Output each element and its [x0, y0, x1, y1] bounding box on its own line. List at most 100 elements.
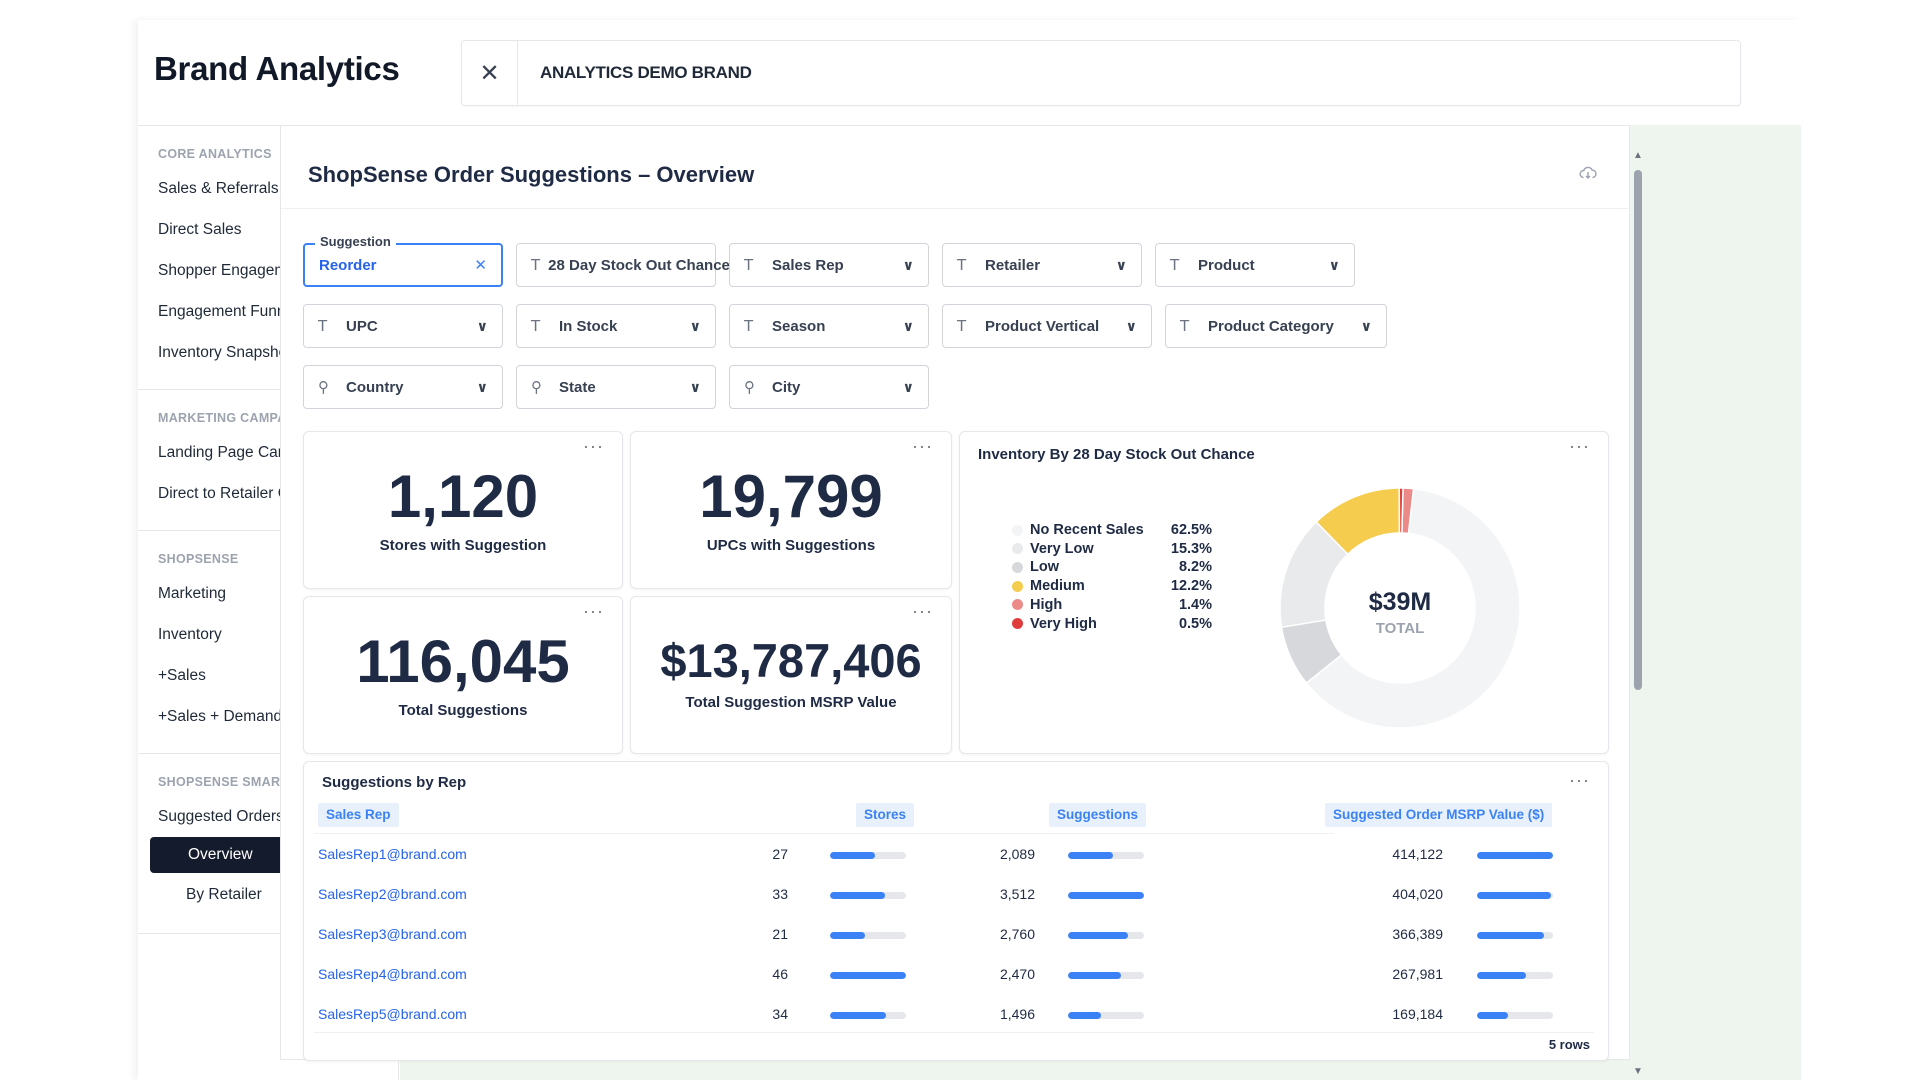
more-options-icon[interactable]: ··· [912, 436, 933, 456]
scrollbar-thumb[interactable] [1634, 170, 1642, 690]
text-type-icon: T [957, 317, 967, 335]
sales-rep-link[interactable]: SalesRep4@brand.com [318, 966, 467, 982]
filter-label: Country [346, 378, 404, 396]
suggestions-value: 2,470 [999, 966, 1035, 982]
filter-retailer[interactable]: T Retailer ∨ [942, 243, 1142, 287]
filter-country[interactable]: ⚲ Country ∨ [303, 365, 503, 409]
sidebar-subitem-by-retailer[interactable]: By Retailer [186, 886, 262, 903]
table-row[interactable]: SalesRep1@brand.com 27 2,089 414,122 [304, 837, 1608, 873]
more-options-icon[interactable]: ··· [1569, 770, 1590, 790]
text-type-icon: T [531, 256, 541, 274]
filter-upc[interactable]: T UPC ∨ [303, 304, 503, 348]
cloud-download-icon[interactable] [1579, 166, 1597, 185]
donut-slice-no-recent-sales[interactable] [1305, 487, 1521, 729]
msrp-bar-fill [1477, 892, 1551, 899]
scroll-down-arrow-icon[interactable]: ▼ [1633, 1066, 1643, 1077]
legend-item[interactable]: Low 8.2% [1012, 558, 1212, 576]
msrp-bar-fill [1477, 1012, 1509, 1019]
legend-value: 15.3% [1170, 540, 1212, 557]
sidebar-item-label: Shopper Engagements [158, 262, 317, 279]
filter-product[interactable]: T Product ∨ [1155, 243, 1355, 287]
table-row[interactable]: SalesRep2@brand.com 33 3,512 404,020 [304, 877, 1608, 913]
filter-season[interactable]: T Season ∨ [729, 304, 929, 348]
filter-label: Product Vertical [985, 317, 1100, 335]
table-row[interactable]: SalesRep5@brand.com 34 1,496 169,184 [304, 997, 1608, 1033]
kpi-value: 116,045 [356, 628, 570, 695]
kpi-value: 1,120 [387, 463, 539, 530]
filter-sales-rep[interactable]: T Sales Rep ∨ [729, 243, 929, 287]
table-row[interactable]: SalesRep4@brand.com 46 2,470 267,981 [304, 957, 1608, 993]
stores-value: 21 [772, 926, 788, 942]
column-header-stores[interactable]: Stores [856, 803, 915, 827]
column-header-suggestions[interactable]: Suggestions [1049, 803, 1147, 827]
filter-label: City [772, 378, 801, 396]
legend-swatch [1012, 524, 1023, 536]
kpi-value: $13,787,406 [660, 634, 922, 687]
sidebar-item-label: Inventory [158, 626, 222, 643]
stores-bar-fill [830, 932, 865, 939]
legend-value: 1.4% [1178, 596, 1212, 613]
suggestions-bar-fill [1068, 1012, 1101, 1019]
sidebar-item-direct-sales[interactable]: Direct Sales [138, 209, 398, 250]
msrp-value: 267,981 [1392, 966, 1443, 982]
legend-item[interactable]: No Recent Sales 62.5% [1012, 521, 1212, 539]
sidebar-heading: MARKETING CAMPAIGNS [158, 411, 319, 425]
suggestions-bar [1068, 932, 1144, 939]
suggestions-bar [1068, 972, 1144, 979]
close-icon[interactable]: ✕ [462, 41, 518, 105]
donut-slice-very-low[interactable] [1279, 520, 1349, 629]
msrp-bar [1477, 932, 1553, 939]
filter-label: Season [772, 317, 826, 335]
msrp-bar [1477, 1012, 1553, 1019]
filter-stock-out-chance[interactable]: T28 Day Stock Out Chance∨ [516, 243, 749, 287]
filter-label: Retailer [985, 256, 1041, 274]
filter-in-stock[interactable]: T In Stock ∨ [516, 304, 716, 348]
kpi-label: Stores with Suggestion [379, 537, 547, 554]
legend-label: Very Low [1030, 540, 1094, 557]
filter-suggestion[interactable]: Suggestion Reorder ✕ [303, 234, 503, 287]
filter-product-category[interactable]: T Product Category ∨ [1165, 304, 1387, 348]
legend-value: 62.5% [1170, 522, 1212, 538]
footer-divider [314, 1032, 1594, 1033]
legend-item[interactable]: Very Low 15.3% [1012, 540, 1212, 558]
legend-item[interactable]: Medium 12.2% [1012, 577, 1212, 595]
sales-rep-link[interactable]: SalesRep3@brand.com [318, 926, 467, 942]
donut-slice-low[interactable] [1280, 619, 1343, 685]
location-pin-icon: ⚲ [531, 378, 542, 396]
filter-state[interactable]: ⚲ State ∨ [516, 365, 716, 409]
donut-slice-very-high[interactable] [1398, 487, 1404, 534]
sidebar-item-inventory-snapshot[interactable]: Inventory Snapshot [138, 332, 398, 373]
legend-item[interactable]: High 1.4% [1012, 596, 1212, 614]
kpi-card-stores: ··· 1,120 Stores with Suggestion [303, 431, 623, 589]
sidebar-item-label: Marketing [158, 585, 227, 602]
kpi-value: 19,799 [699, 463, 883, 530]
sales-rep-link[interactable]: SalesRep1@brand.com [318, 846, 467, 862]
legend-item[interactable]: Very High 0.5% [1012, 615, 1212, 633]
more-options-icon[interactable]: ··· [912, 601, 933, 621]
filter-product-vertical[interactable]: T Product Vertical ∨ [942, 304, 1152, 348]
more-options-icon[interactable]: ··· [1569, 436, 1590, 456]
table-row[interactable]: SalesRep3@brand.com 21 2,760 366,389 [304, 917, 1608, 953]
stores-bar [830, 1012, 906, 1019]
stores-bar-fill [830, 892, 885, 899]
msrp-bar-fill [1477, 932, 1544, 939]
sidebar-item-engagement-funnel[interactable]: Engagement Funnel [138, 291, 398, 332]
sidebar-item-shopper-engagements[interactable]: Shopper Engagements [138, 250, 398, 291]
msrp-bar [1477, 852, 1553, 859]
sales-rep-link[interactable]: SalesRep5@brand.com [318, 1006, 467, 1022]
stores-value: 27 [772, 846, 788, 862]
stores-value: 46 [772, 966, 788, 982]
sales-rep-link[interactable]: SalesRep2@brand.com [318, 886, 467, 902]
filter-city[interactable]: ⚲ City ∨ [729, 365, 929, 409]
sidebar-item-sales-referrals[interactable]: Sales & Referrals [138, 168, 398, 209]
more-options-icon[interactable]: ··· [583, 601, 604, 621]
more-options-icon[interactable]: ··· [583, 436, 604, 456]
brand-selector[interactable]: ✕ ANALYTICS DEMO BRAND [461, 40, 1741, 106]
stores-value: 34 [772, 1006, 788, 1022]
column-header-msrp-value[interactable]: Suggested Order MSRP Value ($) [1325, 803, 1553, 827]
legend-label: No Recent Sales [1030, 522, 1144, 538]
legend-value: 12.2% [1170, 578, 1212, 595]
scroll-up-arrow-icon[interactable]: ▲ [1633, 150, 1643, 161]
column-header-sales-rep[interactable]: Sales Rep [318, 803, 399, 827]
clear-icon[interactable]: ✕ [474, 257, 487, 274]
